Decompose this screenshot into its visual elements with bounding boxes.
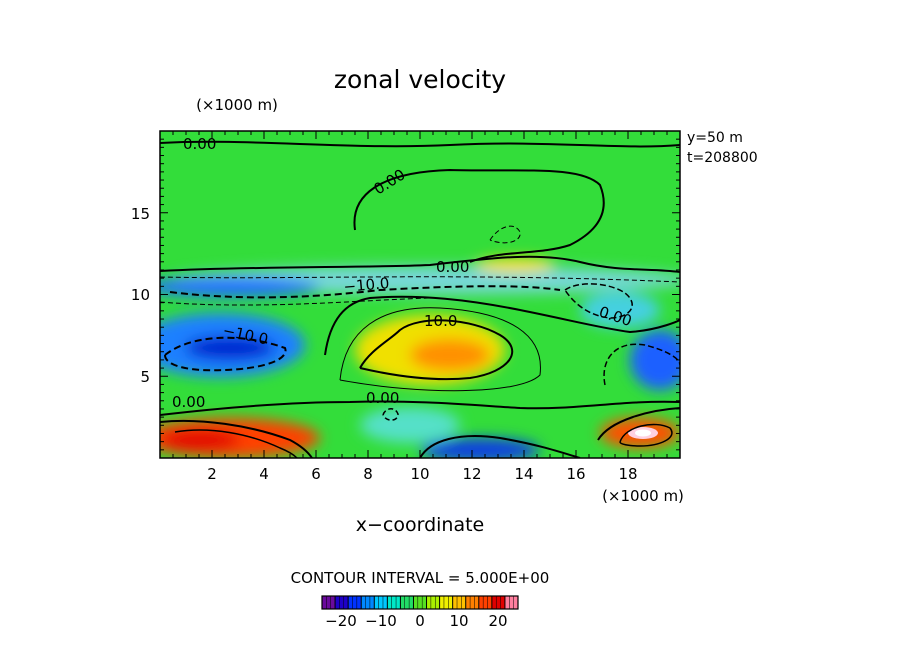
contour-minus10-band xyxy=(169,285,561,299)
contour-right-peak-outer xyxy=(597,407,680,441)
contour-plus10-center xyxy=(359,319,514,381)
contour-minus10-left xyxy=(164,336,287,372)
colorbar-swatch xyxy=(374,596,388,609)
contour-label: −10.0 xyxy=(343,274,390,296)
x-axis-unit: (×1000 m) xyxy=(602,487,684,505)
contour-plus5-center xyxy=(339,307,541,392)
x-tick-label: 2 xyxy=(207,465,217,483)
y-tick-label: 10 xyxy=(131,286,150,304)
info-time: t=208800 xyxy=(687,150,758,166)
y-tick-label: 5 xyxy=(140,368,150,386)
contour-interval-note: CONTOUR INTERVAL = 5.000E+00 xyxy=(291,569,550,587)
x-tick-label: 12 xyxy=(462,465,481,483)
contour-right-blue xyxy=(603,343,680,386)
y-axis-unit: (×1000 m) xyxy=(196,96,278,114)
contour-band-thin-a xyxy=(160,276,680,283)
contour-band-thin-b xyxy=(160,297,431,306)
y-tick-label: 15 xyxy=(131,205,150,223)
colorbar-swatch xyxy=(322,596,336,609)
blue-band-left xyxy=(160,277,320,297)
colorbar-swatch xyxy=(478,596,493,609)
contour-label: 10.0 xyxy=(424,312,457,330)
blue-region-right xyxy=(630,330,680,390)
axis-ticks xyxy=(160,131,680,458)
x-tick-label: 18 xyxy=(618,465,637,483)
colorbar-tick-label: −20 xyxy=(325,612,357,630)
colorbar-tick-label: 20 xyxy=(488,612,507,630)
colorbar-swatch xyxy=(361,596,375,609)
chart-title: zonal velocity xyxy=(334,65,506,94)
blue-region-bottom xyxy=(420,438,540,458)
x-tick-label: 8 xyxy=(363,465,373,483)
contour-plus10-bottom-left xyxy=(160,419,313,458)
info-depth: y=50 m xyxy=(687,130,743,146)
contour-plus20-bottom-left xyxy=(174,429,298,458)
x-tick-label: 6 xyxy=(311,465,321,483)
orange-core-center xyxy=(410,339,490,371)
colorbar-swatch xyxy=(387,596,401,609)
x-tick-label: 16 xyxy=(566,465,585,483)
contour-small-dashed-mid xyxy=(382,408,399,421)
white-peak-right xyxy=(635,429,651,437)
contour-label: 0.00 xyxy=(172,393,205,411)
colorbar-swatch xyxy=(465,596,480,609)
contour-upper-center-dashed xyxy=(489,225,521,244)
colorbar-swatch xyxy=(504,596,519,609)
y-tick-labels: 5 10 15 xyxy=(131,205,150,386)
cyan-region-right xyxy=(580,292,660,328)
x-tick-labels: 2 4 6 8 10 12 14 16 18 xyxy=(207,465,637,483)
heatmap-field xyxy=(160,131,680,458)
red-core-bottom-left xyxy=(160,430,240,450)
contour-label: 0.00 xyxy=(366,389,399,407)
colorbar-swatch xyxy=(335,596,349,609)
contour-lower-bottom xyxy=(419,435,581,458)
colorbar-frame xyxy=(321,595,519,610)
colorbar-tick-label: 10 xyxy=(449,612,468,630)
contour-zero-upper-region xyxy=(353,168,605,263)
x-axis-label: x−coordinate xyxy=(356,514,485,536)
colorbar-tick-labels: −20 −10 0 10 20 xyxy=(325,612,507,630)
colorbar-swatch xyxy=(400,596,414,609)
contour-label: 0.00 xyxy=(436,258,469,276)
colorbar-tick-label: 0 xyxy=(415,612,425,630)
colorbar-swatch xyxy=(348,596,362,609)
colorbar-swatch xyxy=(439,596,454,609)
colorbar-tick-label: −10 xyxy=(365,612,397,630)
x-tick-label: 4 xyxy=(259,465,269,483)
contour-label: 0.00 xyxy=(183,135,216,153)
contour-upper-boundary xyxy=(160,255,680,273)
colorbar-swatch xyxy=(413,596,428,609)
colorbar-swatch xyxy=(426,596,441,609)
cyan-region-mid xyxy=(360,407,460,443)
blue-core-left xyxy=(185,336,275,360)
contour-zero-lower xyxy=(160,400,680,416)
x-tick-label: 14 xyxy=(514,465,533,483)
contour-zero-mid xyxy=(324,295,680,356)
x-tick-label: 10 xyxy=(410,465,429,483)
yellow-region-top xyxy=(475,258,555,272)
colorbar-swatch xyxy=(491,596,506,609)
contour-zero-top xyxy=(160,140,680,148)
contour-right-cluster xyxy=(564,283,633,319)
colorbar xyxy=(321,595,519,610)
contour-right-peak-inner xyxy=(619,423,673,447)
colorbar-swatch xyxy=(452,596,467,609)
